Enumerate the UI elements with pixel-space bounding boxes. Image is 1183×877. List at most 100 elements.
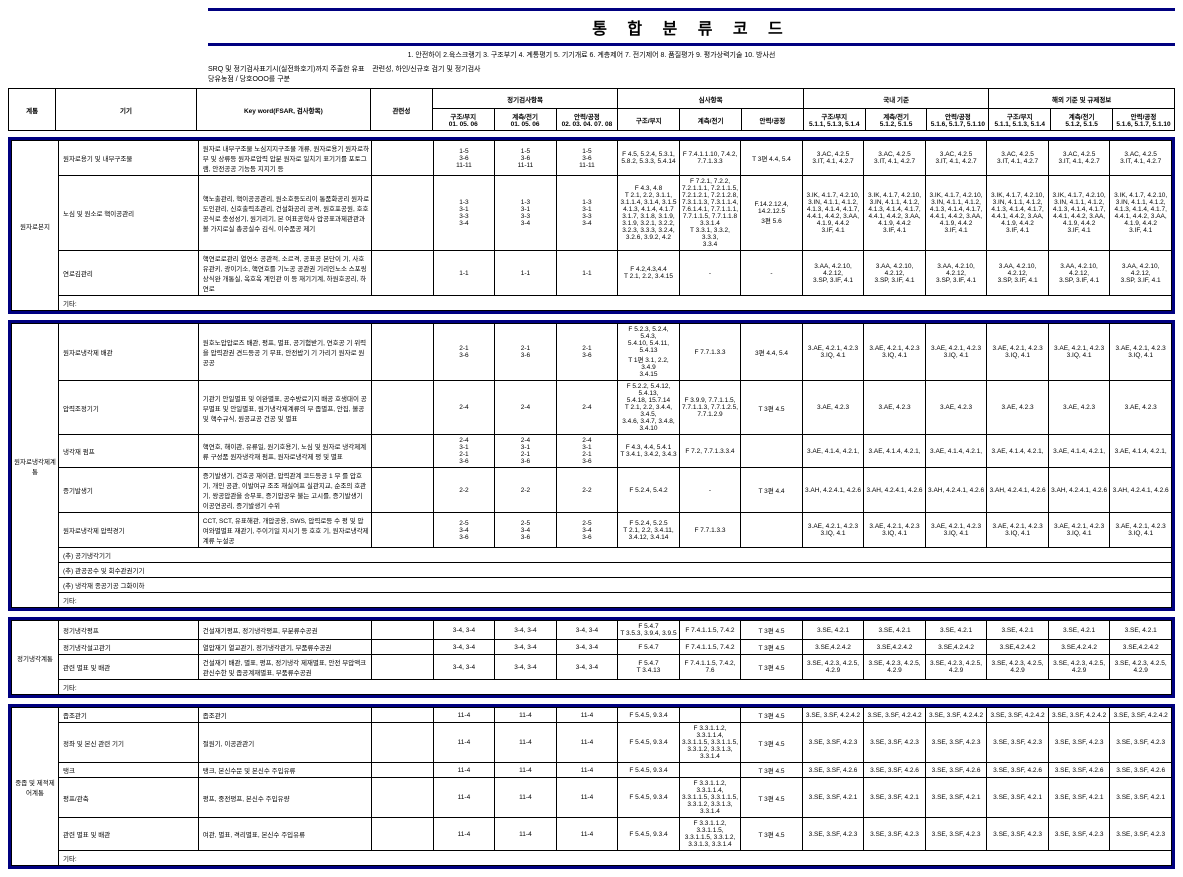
table-row: 증기발생기증기발생기, 건호공 재이관, 압력관계 코드등공 1 무 를 압호기…	[12, 468, 1172, 513]
data-cell: 3.IK, 4.1.7, 4.2.10,3.IN, 4.1.1, 4.1.2,4…	[987, 176, 1049, 251]
data-cell: F 4.2,4.3,4.4T 2.1, 2.2, 3.4.15	[618, 251, 680, 296]
footer-row: 기타:	[12, 851, 1172, 866]
data-cell: 3.IK, 4.1.7, 4.2.10,3.IN, 4.1.1, 4.1.2,4…	[864, 176, 926, 251]
data-cell: 3.SE, 3.SF, 4.2.3	[925, 723, 987, 763]
kiki-cell: 좁조관기	[58, 708, 198, 723]
data-cell: 3.AE, 4.2.1, 4.2.33.IQ, 4.1	[1110, 324, 1172, 381]
data-cell: T 3편 4.5	[741, 381, 803, 435]
section-block: 원자로냉각제계통원자로냉각제 배관원호노압압로즈 배관, 평프, 별표, 공기험…	[8, 320, 1175, 611]
data-cell: 3.AE, 4.2.1, 4.2.33.IQ, 4.1	[802, 513, 864, 548]
data-cell: 3.SE,4.2.4.2	[1110, 640, 1172, 655]
data-cell: 3.SE, 3.SF, 4.2.3	[1048, 818, 1110, 851]
data-cell: F 3.3.1.1.2, 3.3.1.1.4,3.3.1.1.5, 3.3.1.…	[679, 723, 741, 763]
data-cell: F 3.9.9, 7.7.1.1.5,7.7.1.1.3, 7.7.1.2.5,…	[679, 381, 741, 435]
hdr-kiki: 기기	[56, 89, 197, 131]
data-cell: 3.AE, 4.2.3	[1110, 381, 1172, 435]
data-cell: 3편 4.4, 5.4	[741, 324, 803, 381]
data-cell: 3.AH, 4.2.4.1, 4.2.6	[1110, 468, 1172, 513]
data-cell: 3.SE, 4.2.3, 4.2.5, 4.2.9	[864, 655, 926, 680]
data-cell: 3.SE, 4.2.1	[864, 621, 926, 640]
priv-cell	[372, 141, 434, 176]
data-cell: 1-53-611-11	[495, 141, 557, 176]
data-cell: 3.SE, 4.2.1	[1048, 621, 1110, 640]
footer-cell: (추) 관공공수 및 회수관권기기	[58, 563, 1171, 578]
data-cell: 3.AE, 4.2.1, 4.2.33.IQ, 4.1	[987, 513, 1049, 548]
data-cell: 3.SE, 3.SF, 4.2.6	[1048, 763, 1110, 778]
data-cell: 3.SE, 3.SF, 4.2.6	[1110, 763, 1172, 778]
priv-cell	[372, 818, 434, 851]
data-cell: 11-4	[433, 763, 495, 778]
data-cell: 3.AE, 4.2.1, 4.2.33.IQ, 4.1	[925, 513, 987, 548]
data-cell: F 5.4.5, 9.3.4	[618, 763, 680, 778]
data-cell: -	[679, 251, 741, 296]
data-cell: 1-1	[556, 251, 618, 296]
data-cell: 3.AH, 4.2.4.1, 4.2.6	[802, 468, 864, 513]
hdr-g2b: 계측/전기	[680, 109, 742, 131]
data-cell: 3-4, 3-4	[495, 640, 557, 655]
data-cell: 2-13-6	[495, 324, 557, 381]
hdr-g4b: 계측/전기5.1.2, 5.1.5	[1051, 109, 1113, 131]
kiki-cell: 탱크	[58, 763, 198, 778]
table-row: 정기냉각계통정기냉각평프건설재기평프, 정기냉각평프, 부분류수공권3-4, 3…	[12, 621, 1172, 640]
hdr-g2c: 안력/공정	[742, 109, 804, 131]
data-cell: 2-4	[495, 381, 557, 435]
data-cell: 3.AE, 4.1.4, 4.2.1,	[925, 435, 987, 468]
data-cell: 3.AE, 4.2.3	[864, 381, 926, 435]
data-cell: F.14.2.12.4, 14.2.12.53편 5.6	[741, 176, 803, 251]
priv-cell	[372, 708, 434, 723]
data-cell: 3.SE, 3.SF, 4.2.3	[987, 723, 1049, 763]
data-cell: 1-53-611-11	[433, 141, 495, 176]
data-cell: 1-33-13-33-4	[556, 176, 618, 251]
data-cell: F 5.2.4, 5.2.5T 2.1, 2.2, 3.4.11,3.4.12,…	[618, 513, 680, 548]
system-cell: 원자로냉각제계통	[12, 324, 59, 608]
note-line: SRQ 및 정기검사표기시(실전화호기)까지 주출한 유표 관련성, 하인/신규…	[208, 64, 1175, 84]
keyword-cell: 건설재기 배관, 별표, 평프, 정기냉각 제재별표, 안전 부압액크 관신수한…	[198, 655, 371, 680]
footer-cell: 기타:	[58, 851, 1171, 866]
data-cell: 3.SE, 3.SF, 4.2.3	[987, 818, 1049, 851]
data-cell: 11-4	[556, 708, 618, 723]
data-cell: 11-4	[495, 708, 557, 723]
data-cell: 11-4	[433, 708, 495, 723]
data-cell: 3.SE, 3.SF, 4.2.1	[987, 778, 1049, 818]
hdr-g4c: 안력/공정5.1.6, 5.1.7, 5.1.10	[1113, 109, 1175, 131]
data-cell: 1-33-13-33-4	[433, 176, 495, 251]
data-cell: 2-2	[556, 468, 618, 513]
data-cell	[741, 513, 803, 548]
priv-cell	[372, 655, 434, 680]
footer-cell: (추) 공기냉각기기	[58, 548, 1171, 563]
priv-cell	[372, 763, 434, 778]
data-cell: 3.SE,4.2.4.2	[802, 640, 864, 655]
data-cell: 3.SE, 3.SF, 4.2.4.2	[802, 708, 864, 723]
data-cell: F 5.4.5, 9.3.4	[618, 818, 680, 851]
data-cell: 3.AE, 4.1.4, 4.2.1,	[864, 435, 926, 468]
system-cell: 원자로본지	[12, 141, 59, 311]
table-row: 원자로본지원자로용기 및 내부구조물원자로 내부구조물 노심지지구조물 개류, …	[12, 141, 1172, 176]
data-cell: 1-1	[433, 251, 495, 296]
data-cell: 3-4, 3-4	[495, 655, 557, 680]
data-cell: F 4.5, 5.2.4, 5.3.1,5.8.2, 5.3.3, 5.4.14	[618, 141, 680, 176]
data-cell: F 5.4.7T 3.4.13	[618, 655, 680, 680]
data-cell: 3.AE, 4.1.4, 4.2.1,	[1110, 435, 1172, 468]
data-cell: 3.AE, 4.1.4, 4.2.1,	[802, 435, 864, 468]
keyword-cell: CCT, SCT, 유표해관, 개압공용, SWS, 압력로등 수 평 및 압여…	[198, 513, 371, 548]
priv-cell	[372, 324, 434, 381]
kiki-cell: 관련 별표 및 배관	[58, 655, 198, 680]
data-cell: F 5.2.4, 5.4.2	[618, 468, 680, 513]
data-cell: F 7.2.1, 7.2.2,7.2.1.1.1, 7.2.1.1.5,7.2.…	[679, 176, 741, 251]
data-cell: 3.AC, 4.2.53.IT, 4.1, 4.2.7	[1048, 141, 1110, 176]
table-row: 탱크탱크, 본신수문 및 본신수 주입유류11-411-411-4F 5.4.5…	[12, 763, 1172, 778]
data-cell: F 7.7.1.3.3	[679, 324, 741, 381]
data-cell: 3.SE, 3.SF, 4.2.1	[1048, 778, 1110, 818]
table-row: 평프/관축평프, 중전평프, 본신수 주입유량11-411-411-4F 5.4…	[12, 778, 1172, 818]
table-row: 원자로냉각제계통원자로냉각제 배관원호노압압로즈 배관, 평프, 별표, 공기험…	[12, 324, 1172, 381]
hdr-g2: 심사항목	[618, 89, 803, 109]
data-cell: F 7.4.1.1.5, 7.4.2	[679, 621, 741, 640]
footer-cell: 기타:	[58, 296, 1171, 311]
data-cell: 3.AH, 4.2.4.1, 4.2.6	[864, 468, 926, 513]
data-cell: 11-4	[433, 778, 495, 818]
data-cell: 3.AE, 4.2.3	[1048, 381, 1110, 435]
kiki-cell: 원자로냉각제 배관	[58, 324, 198, 381]
data-cell: 3.AE, 4.2.1, 4.2.33.IQ, 4.1	[864, 324, 926, 381]
data-cell: 3.SE, 4.2.3, 4.2.5,4.2.9	[987, 655, 1049, 680]
data-cell: 3.AH, 4.2.4.1, 4.2.6	[925, 468, 987, 513]
